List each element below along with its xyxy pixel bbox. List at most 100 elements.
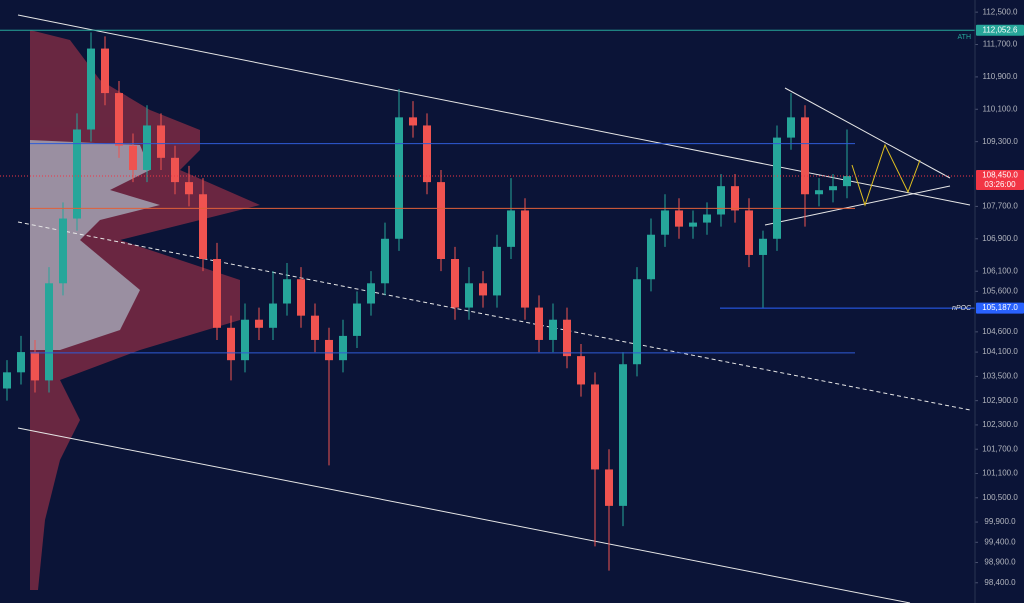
candle-body	[437, 182, 445, 260]
y-tick-label: 106,100.0	[982, 266, 1018, 275]
candle-body	[451, 259, 459, 308]
y-tick-label: 99,400.0	[984, 537, 1016, 546]
y-tick-label: 107,700.0	[982, 202, 1018, 211]
y-tick-label: 98,400.0	[984, 578, 1016, 587]
candle-body	[759, 238, 767, 255]
plot: 112,500.0 111,700.0 110,900.0 110,100.0 109,…	[0, 7, 1018, 587]
profile-value-area	[30, 140, 160, 350]
candle-body	[381, 238, 389, 284]
candle-body	[171, 157, 179, 183]
level-name: ATH	[958, 34, 971, 41]
candle-body	[465, 283, 473, 308]
candle-body	[689, 222, 697, 227]
level-name: nPOC	[952, 305, 972, 312]
candle-body	[353, 303, 361, 336]
candle-body	[423, 125, 431, 183]
trend-line	[17, 427, 911, 603]
candle-body	[577, 356, 585, 385]
y-tick-label: 100,500.0	[982, 493, 1018, 502]
y-tick-label: 105,600.0	[982, 286, 1018, 295]
candle-body	[157, 125, 165, 158]
candle-body	[521, 210, 529, 308]
candle-body	[227, 327, 235, 361]
candle-body	[367, 283, 375, 304]
price-label-box	[976, 170, 1024, 191]
candle-body	[829, 186, 837, 191]
triangle-line	[764, 185, 951, 226]
y-tick-label: 104,600.0	[982, 327, 1018, 336]
y-tick-label: 99,900.0	[984, 517, 1016, 526]
candle-body	[213, 259, 221, 328]
countdown-label: 03:26:00	[984, 180, 1016, 189]
candle-body	[395, 117, 403, 239]
candle-body	[325, 339, 333, 361]
y-tick-label: 110,900.0	[983, 72, 1019, 81]
triangle-line	[784, 87, 951, 179]
candle-body	[311, 315, 319, 340]
price-label-box	[976, 24, 1024, 36]
candle-body	[283, 279, 291, 304]
price-label: 108,450.0	[982, 171, 1018, 180]
candle-body	[409, 117, 417, 126]
candle-body	[339, 335, 347, 361]
candle-body	[297, 279, 305, 316]
y-tick-label: 106,900.0	[982, 234, 1018, 243]
price-label: 105,187.0	[982, 303, 1018, 312]
candle-body	[647, 234, 655, 280]
candle-body	[129, 145, 137, 170]
candle-body	[675, 210, 683, 227]
candle-body	[535, 307, 543, 340]
trend-line	[17, 14, 971, 206]
candle-body	[45, 283, 53, 381]
y-tick-label: 112,500.0	[983, 7, 1019, 16]
candle-body	[255, 319, 263, 328]
candle-body	[717, 186, 725, 215]
candle-body	[143, 125, 151, 170]
candle-body	[787, 117, 795, 138]
candle-body	[115, 93, 123, 146]
candle-body	[269, 303, 277, 328]
y-tick-label: 103,500.0	[982, 371, 1018, 380]
candle-body	[87, 48, 95, 130]
candle-body	[549, 319, 557, 340]
candle-body	[199, 194, 207, 260]
candle-body	[17, 352, 25, 373]
candle-body	[633, 279, 641, 365]
candle-body	[773, 137, 781, 239]
candle-body	[479, 283, 487, 296]
candle-body	[745, 210, 753, 255]
candle-body	[563, 319, 571, 357]
y-tick-label: 101,100.0	[982, 469, 1018, 478]
y-tick-label: 109,300.0	[982, 137, 1018, 146]
trend-lines	[17, 14, 971, 603]
trend-line	[17, 221, 971, 411]
candle-body	[731, 186, 739, 211]
y-tick-label: 110,100.0	[983, 104, 1019, 113]
projection	[851, 143, 921, 207]
candle-body	[619, 364, 627, 506]
y-tick-label: 102,900.0	[982, 396, 1018, 405]
candle-body	[3, 372, 11, 389]
volume-profile	[30, 30, 260, 590]
candle-body	[59, 218, 67, 284]
candle-body	[661, 210, 669, 235]
price-label: 112,052.6	[983, 25, 1019, 34]
candle-body	[815, 190, 823, 195]
candle-body	[493, 246, 501, 296]
y-tick-label: 104,100.0	[982, 347, 1018, 356]
candle-body	[73, 129, 81, 219]
y-tick-label: 111,700.0	[983, 40, 1018, 49]
candle-body	[703, 214, 711, 223]
candle-body	[843, 176, 851, 187]
candle-body	[101, 48, 109, 94]
y-tick-label: 98,900.0	[984, 558, 1016, 567]
y-tick-label: 102,300.0	[982, 420, 1018, 429]
price-label-box	[976, 302, 1024, 314]
y-tick-label: 101,700.0	[982, 444, 1018, 453]
candle-body	[185, 182, 193, 195]
candle-body	[507, 210, 515, 247]
candle-body	[241, 319, 249, 361]
candle-body	[605, 469, 613, 506]
candle-body	[801, 117, 809, 195]
